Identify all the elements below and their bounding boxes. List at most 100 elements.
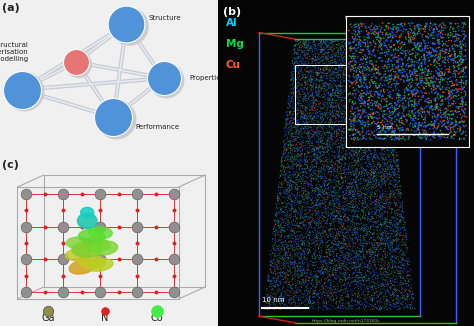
- Point: [362, 252, 369, 258]
- Point: [282, 213, 290, 218]
- Point: [342, 76, 349, 81]
- Point: [374, 252, 382, 257]
- Point: [327, 111, 335, 117]
- Point: [337, 53, 345, 59]
- Point: [374, 204, 381, 210]
- Point: [334, 200, 341, 205]
- Point: [362, 106, 370, 111]
- Point: [366, 141, 374, 146]
- Point: [334, 86, 342, 91]
- Point: [266, 302, 274, 307]
- Point: [300, 196, 308, 201]
- Point: [346, 224, 354, 229]
- Point: [338, 44, 346, 49]
- Point: [382, 209, 390, 214]
- Point: [340, 136, 348, 141]
- Point: [460, 36, 468, 41]
- Point: [423, 24, 430, 29]
- Point: [460, 75, 467, 80]
- Point: [374, 41, 382, 46]
- Point: [416, 74, 424, 79]
- Point: [317, 101, 324, 106]
- Point: [331, 179, 338, 185]
- Point: [444, 96, 451, 101]
- Point: [383, 111, 391, 117]
- Point: [391, 179, 398, 185]
- Point: [345, 126, 352, 131]
- Point: [348, 59, 356, 64]
- Point: [364, 127, 371, 132]
- Point: [299, 173, 307, 178]
- Point: [377, 106, 385, 111]
- Point: [374, 253, 381, 258]
- Point: [304, 207, 312, 212]
- Point: [377, 150, 384, 156]
- Point: [320, 289, 328, 295]
- Point: [391, 283, 398, 289]
- Point: [328, 165, 335, 170]
- Point: [358, 57, 365, 62]
- Point: [364, 95, 372, 100]
- Point: [370, 53, 378, 59]
- Point: [340, 204, 347, 209]
- Point: [290, 162, 298, 167]
- Point: [279, 270, 286, 275]
- Point: [335, 127, 343, 132]
- Point: [431, 59, 438, 65]
- Point: [462, 129, 469, 135]
- Point: [291, 68, 299, 74]
- Point: [404, 262, 412, 267]
- Point: [293, 177, 301, 183]
- Point: [287, 118, 294, 124]
- Point: [375, 65, 383, 70]
- Point: [408, 296, 415, 301]
- Point: [378, 96, 385, 101]
- Point: [455, 96, 462, 102]
- Point: [402, 281, 410, 286]
- Point: [422, 91, 430, 96]
- Point: [371, 99, 379, 105]
- Point: [407, 285, 415, 290]
- Point: [328, 130, 336, 136]
- Point: [365, 269, 373, 274]
- Point: [374, 155, 382, 160]
- Point: [355, 42, 363, 47]
- Point: [430, 35, 438, 40]
- Point: [319, 117, 327, 122]
- Point: [365, 284, 373, 289]
- Point: [348, 205, 356, 210]
- Point: [289, 102, 297, 108]
- Point: [279, 188, 287, 193]
- Point: [316, 236, 323, 241]
- Point: [337, 260, 345, 266]
- Point: [328, 102, 335, 108]
- Point: [408, 108, 416, 113]
- Point: [394, 243, 402, 248]
- Point: [343, 67, 351, 73]
- Point: [308, 147, 315, 152]
- Point: [418, 95, 426, 100]
- Point: [314, 274, 321, 279]
- Point: [300, 97, 308, 102]
- Point: [392, 238, 399, 243]
- Point: [291, 137, 299, 142]
- Point: [310, 300, 318, 305]
- Point: [414, 126, 421, 131]
- Point: [325, 120, 332, 125]
- Point: [331, 301, 339, 306]
- Point: [367, 73, 374, 79]
- Point: [322, 159, 330, 164]
- Point: [329, 79, 337, 84]
- Point: [383, 192, 391, 198]
- Point: [351, 59, 358, 64]
- Point: [403, 247, 411, 252]
- Point: [292, 226, 299, 231]
- Point: [279, 274, 287, 279]
- Point: [343, 96, 351, 101]
- Point: [319, 75, 327, 80]
- Point: [315, 124, 323, 129]
- Point: [296, 280, 304, 285]
- Point: [345, 77, 352, 82]
- Point: [283, 109, 291, 114]
- Point: [406, 302, 414, 307]
